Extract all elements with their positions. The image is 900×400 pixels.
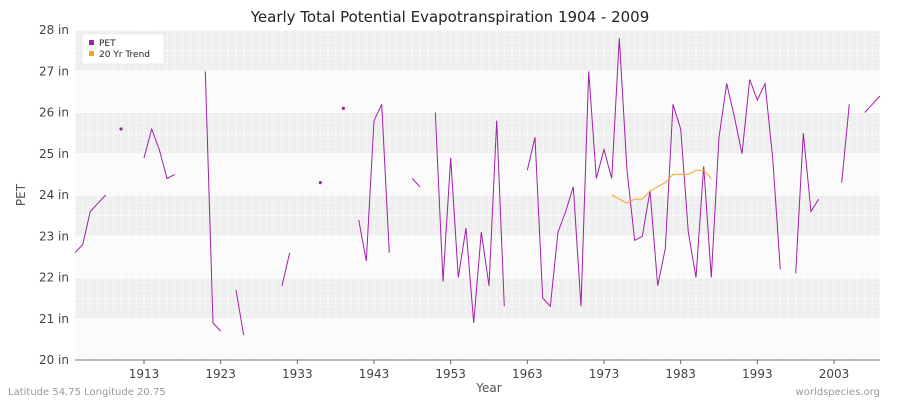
- series-line-segment: [841, 104, 850, 183]
- y-tick-label: 20 in: [39, 353, 69, 367]
- series-line-segment: [358, 104, 390, 262]
- x-tick-label: 1953: [435, 367, 466, 381]
- legend-label-pet: PET: [99, 39, 116, 49]
- y-tick-label: 27 in: [39, 64, 69, 78]
- legend-swatch-pet: [89, 40, 94, 45]
- series-line-segment: [795, 133, 820, 274]
- y-axis-label: PET: [14, 183, 28, 206]
- x-axis-ticks: 1913 1923 1933 1943 1953 1963 1973 1983 1993 2003: [129, 360, 850, 381]
- y-tick-label: 24 in: [39, 188, 69, 202]
- plot-band: [75, 30, 880, 72]
- x-tick-label: 1983: [665, 367, 696, 381]
- legend: PET 20 Yr Trend: [81, 33, 165, 65]
- x-tick-label: 1993: [742, 367, 773, 381]
- y-tick-label: 26 in: [39, 106, 69, 120]
- plot-band: [75, 236, 880, 278]
- plot-band: [75, 277, 880, 319]
- x-tick-label: 1913: [129, 367, 160, 381]
- x-tick-label: 1943: [359, 367, 390, 381]
- footer-coordinates: Latitude 54.75 Longitude 20.75: [8, 387, 166, 398]
- x-tick-label: 1973: [589, 367, 620, 381]
- y-tick-label: 25 in: [39, 147, 69, 161]
- x-tick-label: 1933: [282, 367, 313, 381]
- y-tick-label: 23 in: [39, 229, 69, 243]
- data-point: [341, 106, 345, 110]
- x-tick-label: 2003: [819, 367, 850, 381]
- series-pet: [74, 38, 881, 336]
- x-tick-label: 1963: [512, 367, 543, 381]
- grid: [74, 29, 881, 361]
- series-line-segment: [864, 95, 881, 113]
- series-line-segment: [143, 127, 175, 180]
- y-tick-label: 28 in: [39, 23, 69, 37]
- series-line-segment: [235, 289, 245, 336]
- series-trend: [611, 169, 712, 204]
- footer-source: worldspecies.org: [796, 387, 880, 398]
- legend-box: [81, 33, 165, 65]
- series-line-segment: [434, 112, 505, 323]
- series-layer: [74, 38, 881, 336]
- plot-band: [75, 318, 880, 360]
- y-tick-label: 22 in: [39, 271, 69, 285]
- series-line-segment: [204, 71, 222, 332]
- data-point: [119, 127, 123, 131]
- x-tick-label: 1923: [205, 367, 236, 381]
- series-line-segment: [526, 38, 781, 308]
- plot-band: [75, 71, 880, 113]
- y-axis-ticks: 20 in 21 in 22 in 23 in 24 in 25 in 26 in 27 in…: [39, 23, 69, 367]
- series-line-segment: [74, 194, 107, 254]
- y-tick-label: 21 in: [39, 312, 69, 326]
- legend-label-trend: 20 Yr Trend: [99, 50, 150, 60]
- data-point: [318, 181, 322, 185]
- series-line-segment: [411, 178, 421, 188]
- series-line-segment: [281, 252, 291, 286]
- series-line-segment: [611, 169, 712, 204]
- x-axis-label: Year: [475, 381, 501, 395]
- chart-title: Yearly Total Potential Evapotranspiratio…: [250, 8, 650, 26]
- legend-swatch-trend: [89, 51, 94, 56]
